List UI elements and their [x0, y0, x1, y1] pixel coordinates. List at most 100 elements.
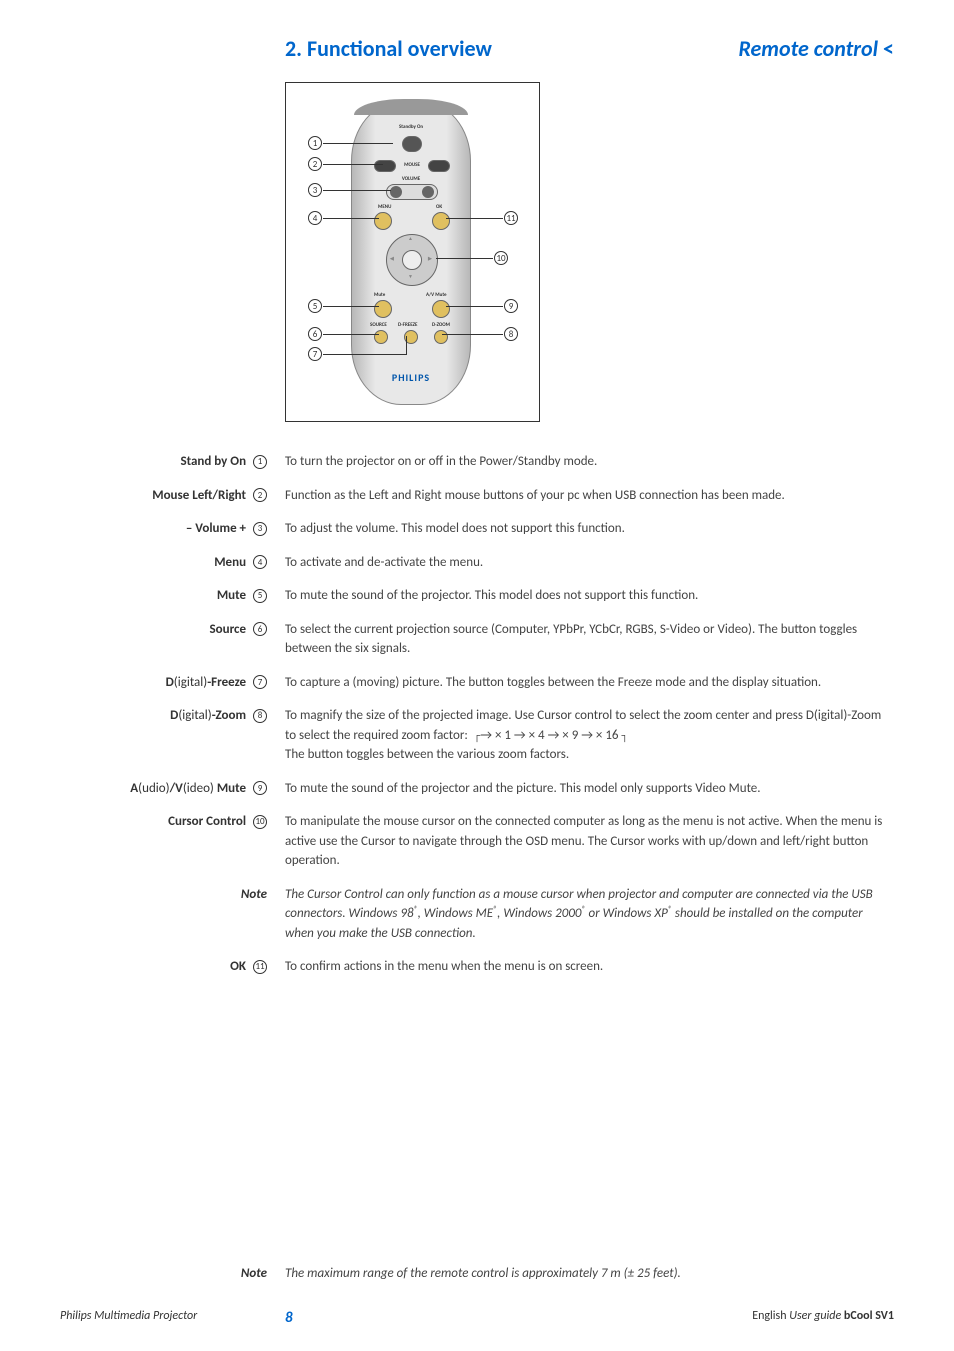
footer-guide: User guide: [789, 1309, 844, 1323]
cursor-right-arrow: ▶: [428, 256, 432, 262]
mouse-right-icon: [428, 160, 450, 172]
description-row: D(igital)-Freeze 7To capture a (moving) …: [60, 673, 894, 693]
row-description: To turn the projector on or off in the P…: [285, 452, 894, 472]
mouse-left-icon: [374, 160, 396, 172]
footnote-label: Note: [60, 1266, 285, 1281]
row-label: Mouse Left/Right 2: [60, 486, 285, 506]
callout-1: 1: [308, 136, 322, 150]
cursor-up-arrow: ▲: [408, 236, 413, 242]
row-label: Source 6: [60, 620, 285, 640]
row-label: A(udio)/V(ideo) Mute 9: [60, 779, 285, 799]
row-label: D(igital)-Zoom 8: [60, 706, 285, 726]
description-row: Source 6To select the current projection…: [60, 620, 894, 659]
description-row: – Volume + 3To adjust the volume. This m…: [60, 519, 894, 539]
page-number: 8: [285, 1309, 293, 1327]
callout-4: 4: [308, 211, 322, 225]
row-number-badge: 5: [253, 589, 267, 603]
description-row: Stand by On 1To turn the projector on or…: [60, 452, 894, 472]
row-description: To capture a (moving) picture. The butto…: [285, 673, 894, 693]
row-label: Stand by On 1: [60, 452, 285, 472]
row-number-badge: 4: [253, 555, 267, 569]
description-row: OK 11To confirm actions in the menu when…: [60, 957, 894, 977]
description-row: D(igital)-Zoom 8To magnify the size of t…: [60, 706, 894, 765]
remote-body-shape: Standby On MOUSE VOLUME MENU OK ▲ ▼ ◀ ▶ …: [351, 101, 471, 405]
cursor-left-arrow: ◀: [390, 256, 394, 262]
row-description: To mute the sound of the projector and t…: [285, 779, 894, 799]
row-description: To magnify the size of the projected ima…: [285, 706, 894, 765]
row-label: D(igital)-Freeze 7: [60, 673, 285, 693]
volume-label: VOLUME: [352, 176, 470, 182]
callout-9: 9: [504, 299, 518, 313]
callout-line-8: [442, 334, 503, 335]
row-description: To mute the sound of the projector. This…: [285, 586, 894, 606]
row-number-badge: 7: [253, 675, 267, 689]
ok-label: OK: [436, 204, 442, 210]
callout-6: 6: [308, 327, 322, 341]
row-label: OK 11: [60, 957, 285, 977]
row-number-badge: 10: [253, 815, 267, 829]
row-description: Function as the Left and Right mouse but…: [285, 486, 894, 506]
avmute-button-icon: [432, 300, 450, 318]
description-row: NoteThe Cursor Control can only function…: [60, 885, 894, 944]
section-title: 2. Functional overview: [285, 35, 492, 62]
row-label: Cursor Control 10: [60, 812, 285, 832]
row-number-badge: 9: [253, 781, 267, 795]
row-description: The Cursor Control can only function as …: [285, 885, 894, 944]
footer-product: bCool SV1: [844, 1309, 894, 1323]
description-list: Stand by On 1To turn the projector on or…: [60, 452, 894, 977]
row-description: To manipulate the mouse cursor on the co…: [285, 812, 894, 871]
row-label: Note: [60, 885, 285, 905]
volume-minus-icon: [390, 186, 402, 198]
row-description: To select the current projection source …: [285, 620, 894, 659]
brand-logo: PHILIPS: [352, 371, 470, 384]
row-label: Mute 5: [60, 586, 285, 606]
section-subtitle: Remote control <: [738, 35, 894, 62]
dzoom-label: D-ZOOM: [432, 322, 450, 328]
row-label: Menu 4: [60, 553, 285, 573]
footnote-text: The maximum range of the remote control …: [285, 1266, 894, 1281]
callout-5: 5: [308, 299, 322, 313]
footer-lang: English: [752, 1309, 789, 1323]
ok-button-icon: [432, 212, 450, 230]
callout-line-1: [323, 143, 393, 144]
description-row: Cursor Control 10To manipulate the mouse…: [60, 812, 894, 871]
row-number-badge: 8: [253, 709, 267, 723]
footer-right: English User guide bCool SV1: [752, 1309, 894, 1323]
mute-label: Mute: [374, 292, 385, 298]
row-description: To confirm actions in the menu when the …: [285, 957, 894, 977]
chevron-icon: <: [883, 35, 894, 62]
avmute-label: A/V Mute: [426, 292, 447, 298]
dfreeze-label: D-FREEZE: [398, 322, 417, 328]
callout-line-9: [446, 306, 503, 307]
callout-3: 3: [308, 183, 322, 197]
page-header: 2. Functional overview Remote control <: [60, 35, 894, 62]
row-number-badge: 1: [253, 455, 267, 469]
description-row: A(udio)/V(ideo) Mute 9To mute the sound …: [60, 779, 894, 799]
mute-button-icon: [374, 300, 392, 318]
callout-line-3: [323, 190, 391, 191]
description-row: Menu 4To activate and de-activate the me…: [60, 553, 894, 573]
remote-diagram-container: Standby On MOUSE VOLUME MENU OK ▲ ▼ ◀ ▶ …: [285, 82, 894, 422]
menu-label: MENU: [378, 204, 391, 210]
source-button-icon: [374, 330, 388, 344]
row-number-badge: 11: [253, 960, 267, 974]
callout-line-7b: [406, 336, 407, 354]
subtitle-text: Remote control: [738, 35, 878, 62]
menu-button-icon: [374, 212, 392, 230]
remote-top-cap: [354, 99, 468, 115]
callout-8: 8: [504, 327, 518, 341]
row-description: To activate and de-activate the menu.: [285, 553, 894, 573]
cursor-pad-center: [402, 250, 422, 270]
standby-button-icon: [402, 136, 422, 152]
callout-line-10: [436, 258, 493, 259]
footer-left: Philips Multimedia Projector: [60, 1309, 197, 1323]
mouse-label: MOUSE: [400, 162, 424, 168]
remote-diagram: Standby On MOUSE VOLUME MENU OK ▲ ▼ ◀ ▶ …: [285, 82, 540, 422]
callout-10: 10: [494, 251, 508, 265]
description-row: Mute 5To mute the sound of the projector…: [60, 586, 894, 606]
row-number-badge: 6: [253, 622, 267, 636]
callout-line-7: [323, 354, 407, 355]
description-row: Mouse Left/Right 2Function as the Left a…: [60, 486, 894, 506]
callout-line-5: [323, 306, 379, 307]
callout-line-11: [446, 218, 503, 219]
